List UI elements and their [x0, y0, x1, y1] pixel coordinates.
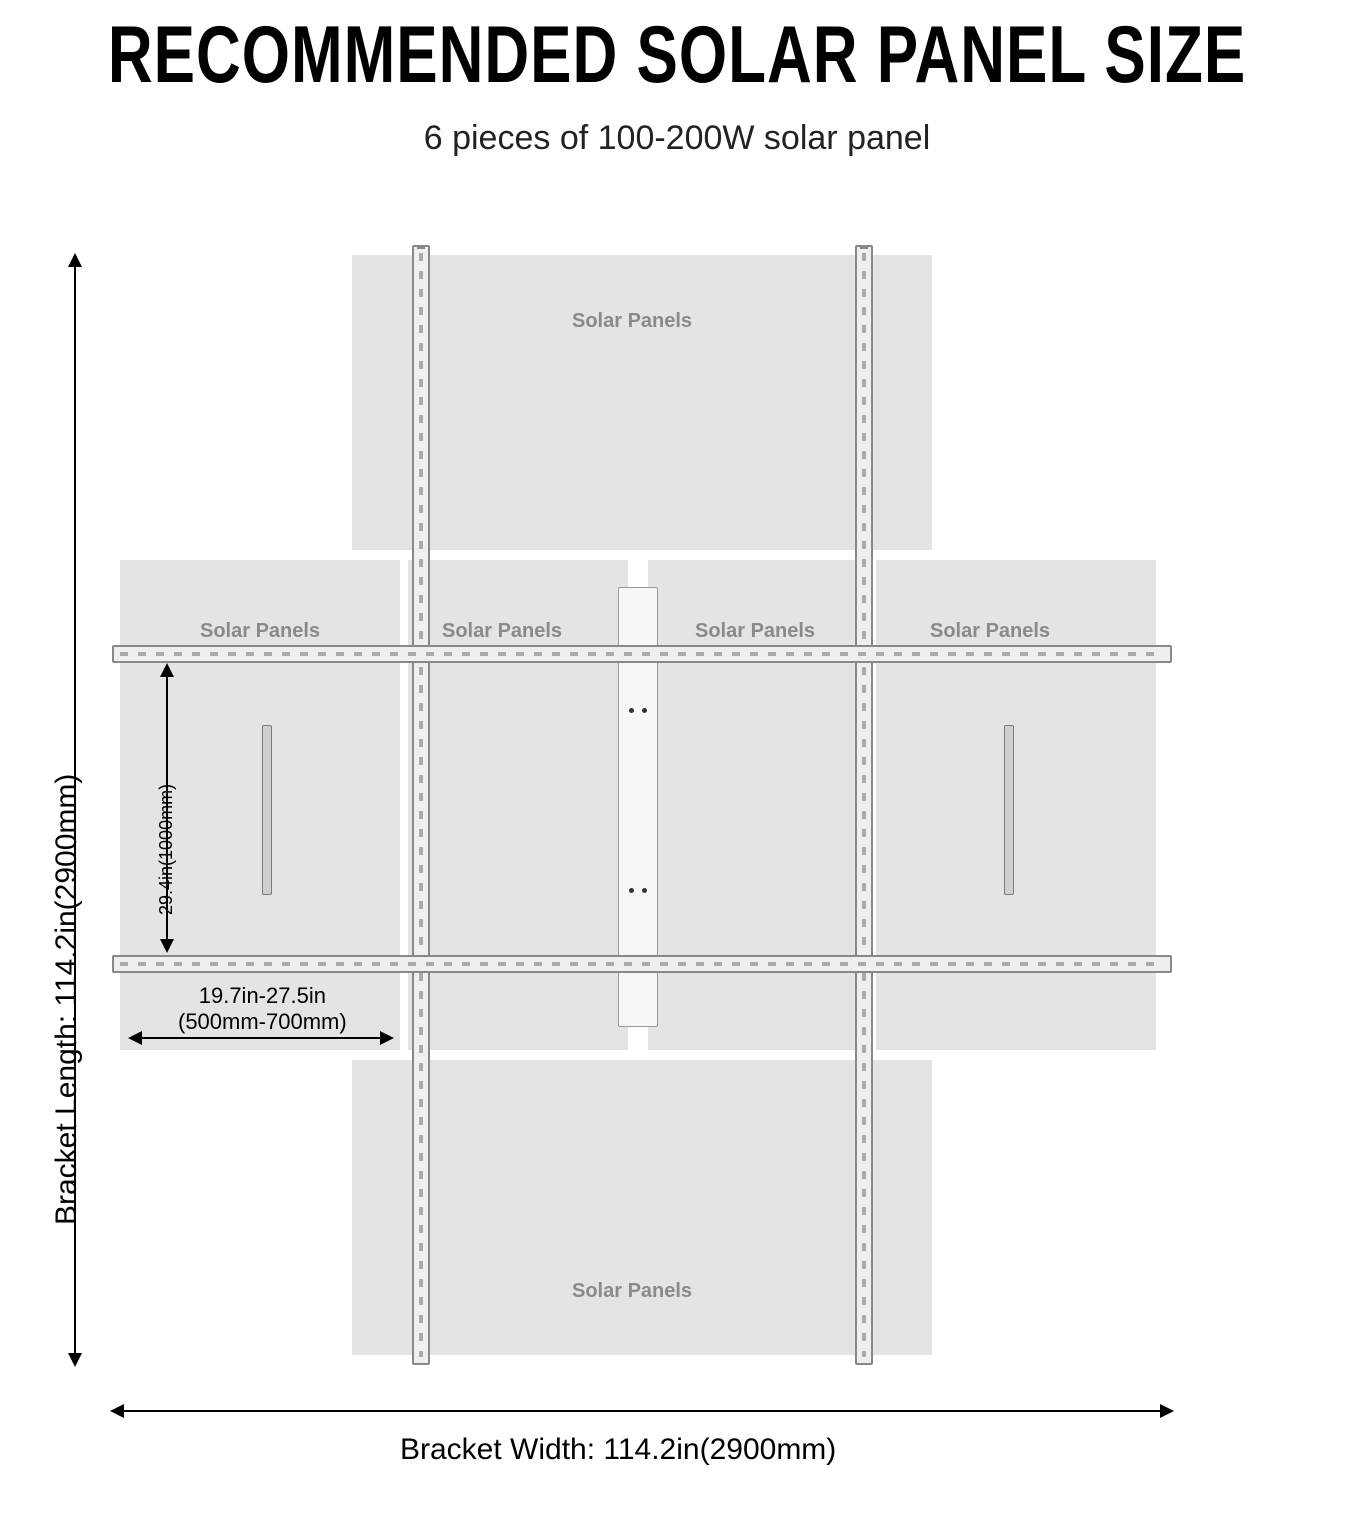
solar-panel-top	[352, 255, 932, 550]
dim-label-panel-width: 19.7in-27.5in (500mm-700mm)	[178, 983, 347, 1035]
diagram-stage: Solar Panels Solar Panels Solar Panels S…	[0, 225, 1354, 1405]
arrow-left-icon	[128, 1031, 142, 1045]
panel-label: Solar Panels	[442, 620, 562, 643]
vertical-rail	[855, 245, 873, 1365]
dim-line-width	[112, 1410, 1172, 1412]
panel-label: Solar Panels	[695, 620, 815, 643]
dim-label-panel-width-line2: (500mm-700mm)	[178, 1009, 347, 1034]
page-subtitle: 6 pieces of 100-200W solar panel	[0, 119, 1354, 158]
arrow-right-icon	[380, 1031, 394, 1045]
dim-label-width: Bracket Width: 114.2in(2900mm)	[400, 1433, 836, 1467]
horizontal-rail	[112, 955, 1172, 973]
arrow-right-icon	[1160, 1404, 1174, 1418]
dim-line-panel-width	[130, 1037, 392, 1039]
arrow-left-icon	[110, 1404, 124, 1418]
horizontal-rail	[112, 645, 1172, 663]
arrow-up-icon	[160, 663, 174, 677]
bracket-piece	[1004, 725, 1014, 895]
panel-label: Solar Panels	[572, 310, 692, 333]
bracket-piece	[262, 725, 272, 895]
panel-label: Solar Panels	[200, 620, 320, 643]
arrow-down-icon	[68, 1353, 82, 1367]
vertical-rail	[412, 245, 430, 1365]
panel-label: Solar Panels	[930, 620, 1050, 643]
dim-label-inner-height: 29.4in(1000mm)	[156, 784, 177, 915]
panel-label: Solar Panels	[572, 1280, 692, 1303]
dim-label-panel-width-line1: 19.7in-27.5in	[199, 983, 326, 1008]
arrow-down-icon	[160, 939, 174, 953]
dim-label-length: Bracket Length: 114.2in(2900mm)	[50, 774, 84, 1225]
page-title: RECOMMENDED SOLAR PANEL SIZE	[0, 9, 1354, 101]
solar-panel-bottom	[352, 1060, 932, 1355]
arrow-up-icon	[68, 253, 82, 267]
